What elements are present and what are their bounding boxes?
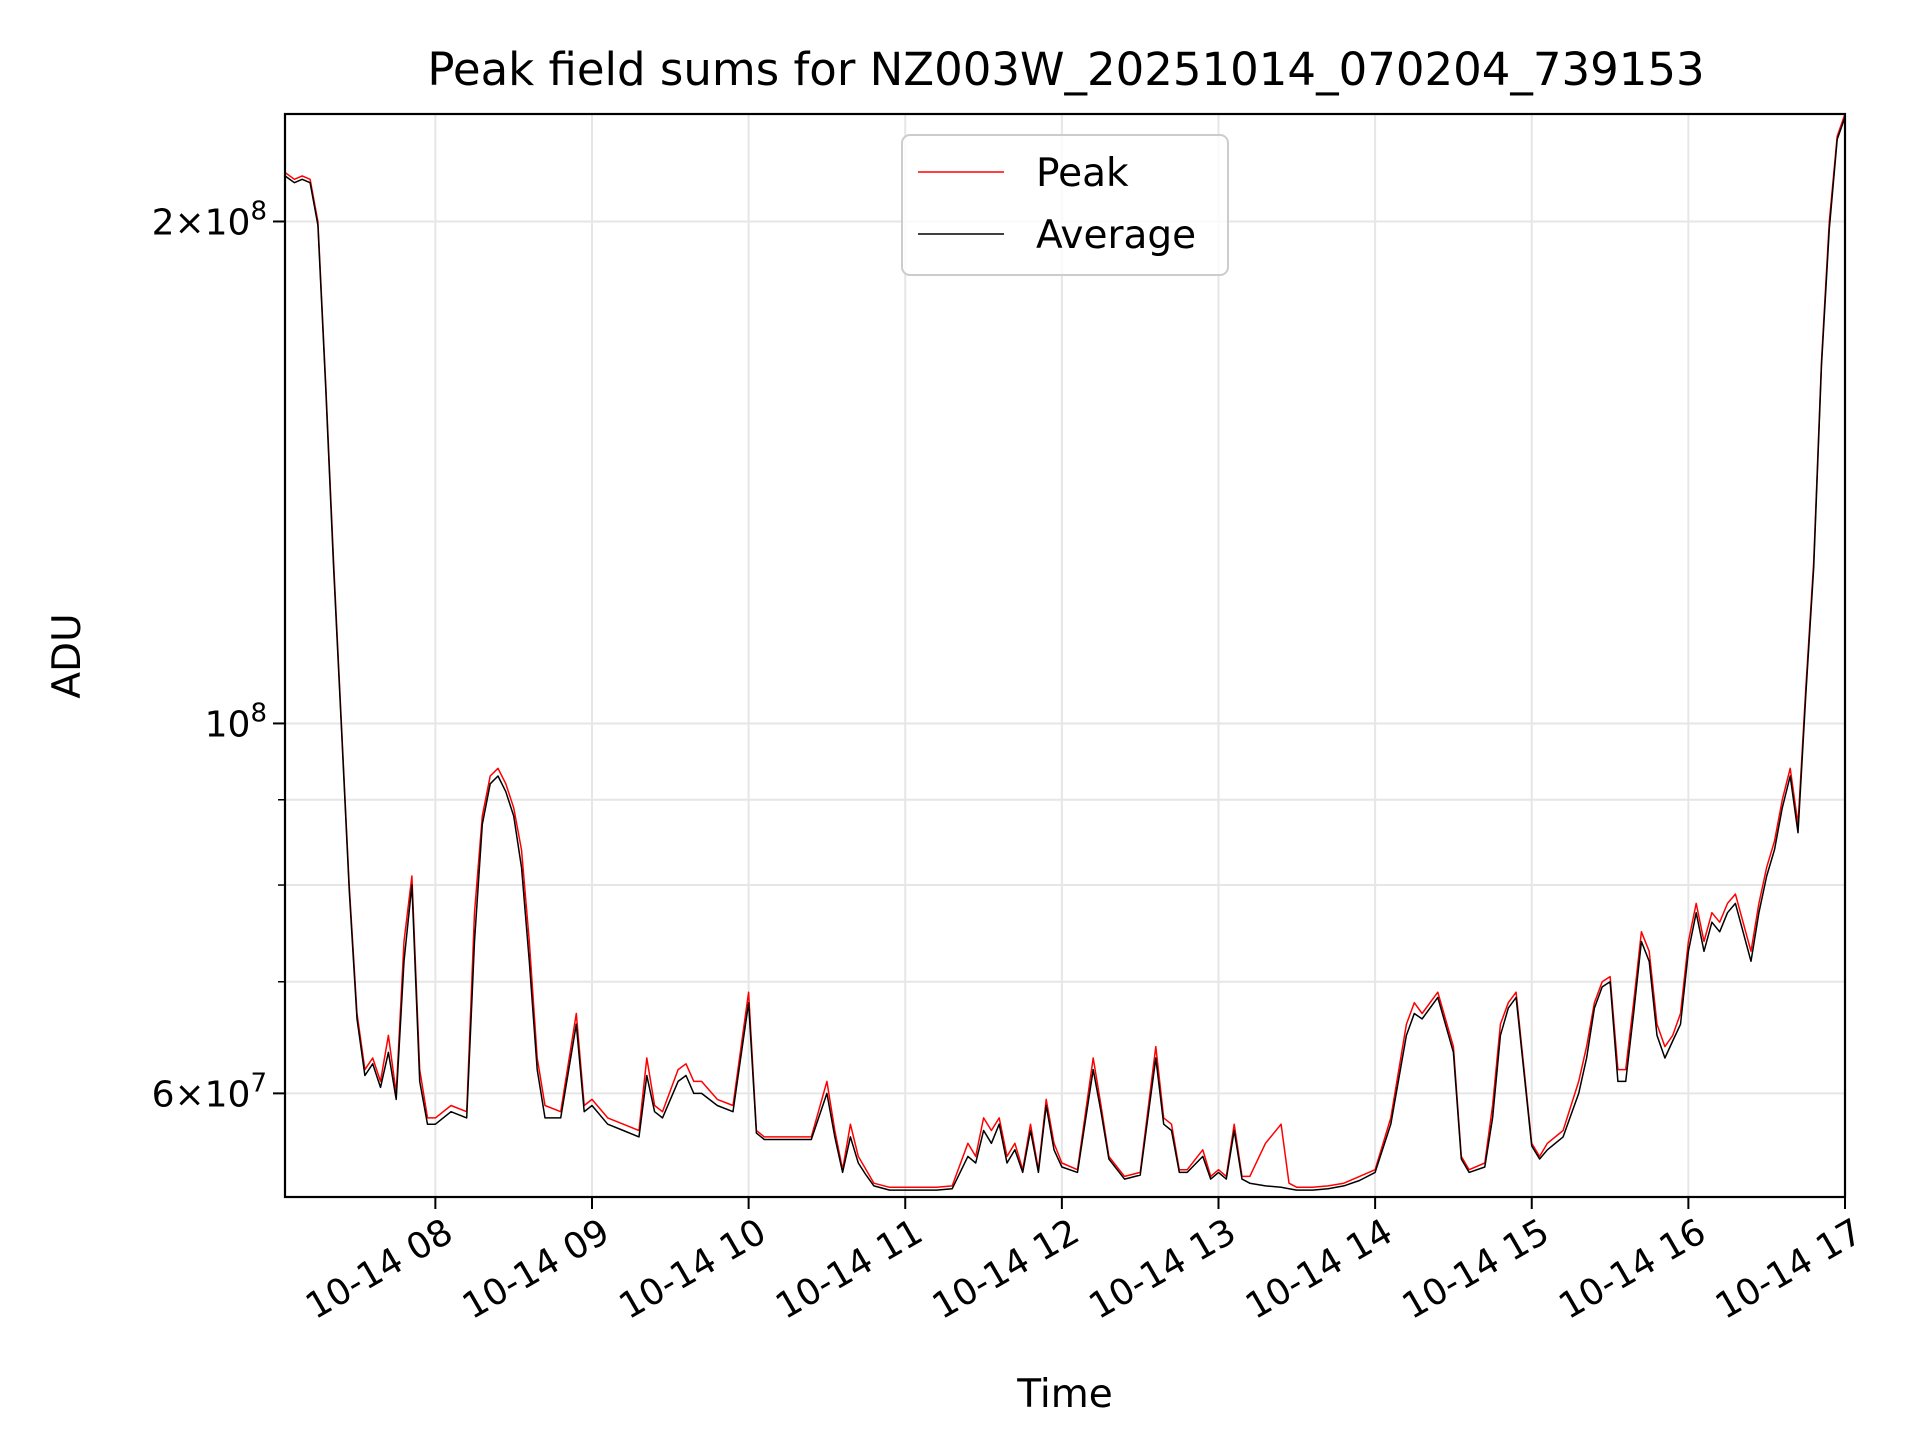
chart-title: Peak field sums for NZ003W_20251014_0702… xyxy=(427,43,1704,96)
y-tick-label: 108 xyxy=(205,698,267,745)
series-line-peak xyxy=(285,114,1845,1189)
series-line-average xyxy=(285,116,1845,1191)
legend: Peak Average xyxy=(901,134,1229,276)
y-tick-label-exponent: 8 xyxy=(250,196,267,226)
y-tick-label: 2×108 xyxy=(152,196,267,243)
legend-label-peak: Peak xyxy=(1036,151,1129,196)
legend-label-average: Average xyxy=(1036,213,1196,258)
y-tick-label-exponent: 7 xyxy=(250,1068,267,1098)
y-tick-label: 6×107 xyxy=(152,1068,267,1115)
y-tick-label-base: 10 xyxy=(205,704,251,745)
series-lines xyxy=(285,114,1845,1191)
y-tick-label-exponent: 8 xyxy=(250,698,267,728)
x-axis-label: Time xyxy=(1016,1372,1112,1417)
y-axis-label: ADU xyxy=(45,613,90,698)
legend-box xyxy=(901,134,1229,276)
y-tick-label-base: 2×10 xyxy=(152,202,251,243)
y-tick-label-base: 6×10 xyxy=(152,1074,251,1115)
plot-frame xyxy=(283,112,1847,1199)
